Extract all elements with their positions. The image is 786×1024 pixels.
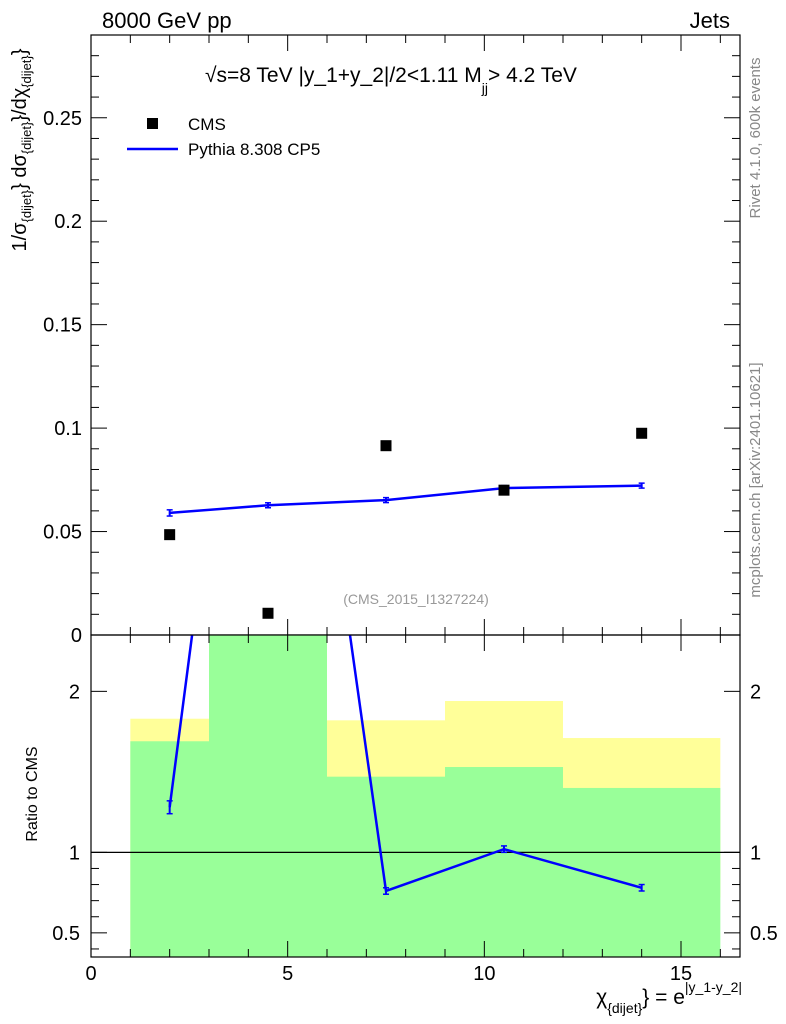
x-tick-label: 15 bbox=[670, 963, 692, 985]
main-panel-content bbox=[164, 427, 648, 619]
legend-pythia-label: Pythia 8.308 CP5 bbox=[188, 140, 320, 159]
analysis-id: (CMS_2015_I1327224) bbox=[343, 591, 489, 607]
ratio-green-band bbox=[327, 776, 445, 957]
main-y-tick-label: 0.25 bbox=[43, 108, 82, 130]
cms-data-point bbox=[636, 427, 648, 439]
x-tick-label: 10 bbox=[473, 963, 495, 985]
main-y-tick-label: 0.05 bbox=[43, 522, 82, 544]
main-y-tick-label: 0 bbox=[71, 625, 82, 647]
main-y-tick-label: 0.1 bbox=[54, 418, 82, 440]
legend-cms-marker bbox=[147, 118, 158, 129]
main-panel-ticks: 0 0.05 0.1 0.15 0.2 0.25 bbox=[43, 34, 740, 647]
ratio-panel-ticks: 0.5 0.5 1 1 2 2 0 5 10 15 bbox=[52, 635, 778, 985]
ratio-y-tick-label-left: 1 bbox=[69, 842, 80, 864]
cms-data-point bbox=[498, 484, 510, 496]
x-tick-label: 5 bbox=[282, 963, 293, 985]
ratio-y-tick-label-right: 0.5 bbox=[750, 923, 778, 945]
cms-data-point bbox=[164, 529, 176, 541]
ratio-y-axis-label: Ratio to CMS bbox=[24, 746, 41, 841]
rivet-label: Rivet 4.1.0, 600k events bbox=[747, 58, 764, 219]
cms-data-point bbox=[262, 607, 274, 619]
ratio-y-tick-label-right: 2 bbox=[750, 681, 761, 703]
ratio-panel-content bbox=[91, 635, 740, 957]
legend: CMS Pythia 8.308 CP5 bbox=[127, 115, 320, 159]
ratio-panel-frame bbox=[90, 634, 741, 958]
legend-cms-label: CMS bbox=[188, 115, 226, 134]
ratio-green-band bbox=[130, 741, 209, 957]
ratio-y-tick-label-left: 0.5 bbox=[52, 923, 80, 945]
main-y-tick-label: 0.15 bbox=[43, 315, 82, 337]
ratio-y-tick-label-left: 2 bbox=[69, 681, 80, 703]
ratio-green-band bbox=[209, 635, 327, 957]
beam-label: 8000 GeV pp bbox=[102, 8, 232, 33]
main-title: √s=8 TeV |y_1+y_2|/2<1.11 Mjj> 4.2 TeV bbox=[205, 64, 577, 96]
process-label: Jets bbox=[690, 8, 730, 33]
pythia-line bbox=[169, 484, 642, 515]
cms-data-point bbox=[380, 440, 392, 452]
ratio-y-tick-label-right: 1 bbox=[750, 842, 761, 864]
mcplots-label: mcplots.cern.ch [arXiv:2401.10621] bbox=[747, 362, 764, 597]
main-y-tick-label: 0.2 bbox=[54, 211, 82, 233]
x-tick-label: 0 bbox=[85, 963, 96, 985]
main-y-axis-label: 1/σ{dijet}} dσ{dijet}}/dχ{dijet}} bbox=[9, 48, 34, 251]
x-axis-label: χ{dijet}} = e|y_1-y_2| bbox=[596, 979, 742, 1016]
